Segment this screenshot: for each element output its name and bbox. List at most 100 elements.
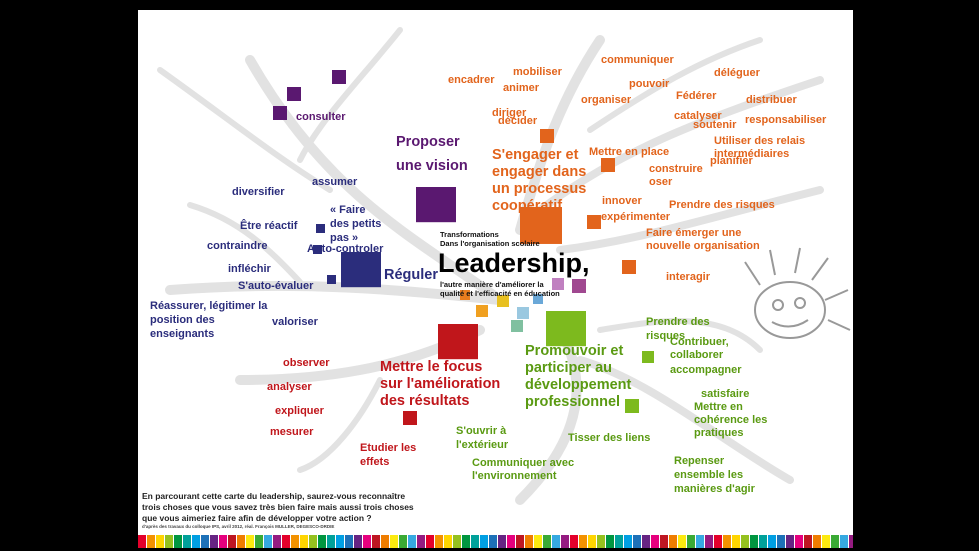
sun-icon	[744, 247, 851, 339]
tree-branches	[157, 27, 824, 505]
leaf-label: mobiliser	[513, 66, 563, 78]
strip-cell	[561, 535, 569, 548]
leaf-label: nouvelle organisation	[646, 240, 760, 252]
leaf-label: diversifier	[232, 186, 285, 198]
leaf-label: accompagner	[670, 364, 742, 376]
strip-cell	[183, 535, 191, 548]
leaf-label: diriger	[492, 107, 527, 119]
strip-cell	[768, 535, 776, 548]
strip-cell	[687, 535, 695, 548]
strip-cell	[660, 535, 668, 548]
leaf-label: Etudier les	[360, 442, 416, 454]
strip-cell	[282, 535, 290, 548]
strip-cell	[390, 535, 398, 548]
branch-label: Promouvoir et	[525, 343, 623, 359]
leaf-label: responsabiliser	[745, 114, 827, 126]
square	[332, 70, 346, 84]
leaf-label: déléguer	[714, 67, 761, 79]
leaf-label: analyser	[267, 381, 312, 393]
strip-cell	[444, 535, 452, 548]
strip-cell	[507, 535, 515, 548]
strip-cell	[759, 535, 767, 548]
center-subtitle: l'autre manière d'améliorer la	[440, 280, 544, 289]
color-strip	[138, 535, 853, 548]
square	[642, 351, 654, 363]
square	[460, 290, 470, 300]
strip-cell	[462, 535, 470, 548]
square	[273, 106, 287, 120]
strip-cell	[570, 535, 578, 548]
strip-cell	[336, 535, 344, 548]
strip-cell	[156, 535, 164, 548]
leaf-label: construire	[649, 163, 703, 175]
leaf-label: Auto-controler	[307, 243, 384, 255]
strip-cell	[849, 535, 853, 548]
strip-cell	[552, 535, 560, 548]
leaf-label: Réassurer, légitimer la	[150, 300, 268, 312]
branch-label: engager dans	[492, 164, 586, 180]
strip-cell	[273, 535, 281, 548]
branch-label: S'engager et	[492, 147, 579, 163]
center-title: Leadership,	[438, 248, 590, 278]
strip-cell	[624, 535, 632, 548]
strip-cell	[147, 535, 155, 548]
square	[438, 324, 478, 360]
strip-cell	[498, 535, 506, 548]
strip-cell	[309, 535, 317, 548]
strip-cell	[642, 535, 650, 548]
branch-label: coopératif	[492, 198, 562, 214]
leaf-label: pratiques	[694, 427, 744, 439]
leaf-label: risques	[646, 330, 685, 342]
leaf-label: décider	[498, 115, 538, 127]
leaf-label: valoriser	[272, 316, 319, 328]
leaf-label: Contribuer,	[670, 336, 729, 348]
leaf-label: Repenser	[674, 455, 725, 467]
leaf-label: Mettre en place	[589, 146, 669, 158]
strip-cell	[723, 535, 731, 548]
leaf-label: « Faire	[330, 204, 365, 216]
square	[403, 411, 417, 425]
strip-cell	[534, 535, 542, 548]
leaf-label: Être réactif	[240, 219, 298, 232]
strip-cell	[831, 535, 839, 548]
square	[625, 399, 639, 413]
square	[572, 279, 586, 293]
square	[313, 245, 322, 254]
credit: d'après des travaux du colloque IPS, avr…	[142, 524, 334, 529]
branch-label: Proposer	[396, 134, 460, 150]
leaf-label: assumer	[312, 176, 358, 188]
leaf-label: collaborer	[670, 349, 724, 361]
leaf-label: l'environnement	[472, 470, 557, 482]
strip-cell	[345, 535, 353, 548]
strip-cell	[453, 535, 461, 548]
strip-cell	[201, 535, 209, 548]
square	[287, 87, 301, 101]
branch-label: Réguler	[384, 267, 438, 283]
leaf-label: satisfaire	[701, 388, 749, 400]
strip-cell	[705, 535, 713, 548]
leaf-label: innover	[602, 195, 642, 207]
strip-cell	[165, 535, 173, 548]
leaf-label: observer	[283, 357, 330, 369]
branch-label: participer au	[525, 360, 612, 376]
square	[327, 275, 336, 284]
strip-cell	[489, 535, 497, 548]
strip-cell	[354, 535, 362, 548]
square	[520, 207, 562, 244]
leaf-label: S'auto-évaluer	[238, 280, 314, 292]
strip-cell	[822, 535, 830, 548]
strip-cell	[372, 535, 380, 548]
footer-text: En parcourant cette carte du leadership,…	[142, 491, 405, 501]
center-subtitle: qualité et l'efficacité en éducation	[440, 289, 560, 298]
leaf-label: communiquer	[601, 54, 674, 66]
leaf-label: planifier	[710, 155, 754, 167]
square	[533, 294, 543, 304]
leaf-label: consulter	[296, 111, 346, 123]
strip-cell	[435, 535, 443, 548]
center-kicker: Transformations	[440, 230, 499, 239]
leaf-label: animer	[503, 82, 540, 94]
leaf-label: Prendre des	[646, 316, 710, 328]
strip-cell	[426, 535, 434, 548]
square	[416, 187, 456, 223]
strip-cell	[192, 535, 200, 548]
